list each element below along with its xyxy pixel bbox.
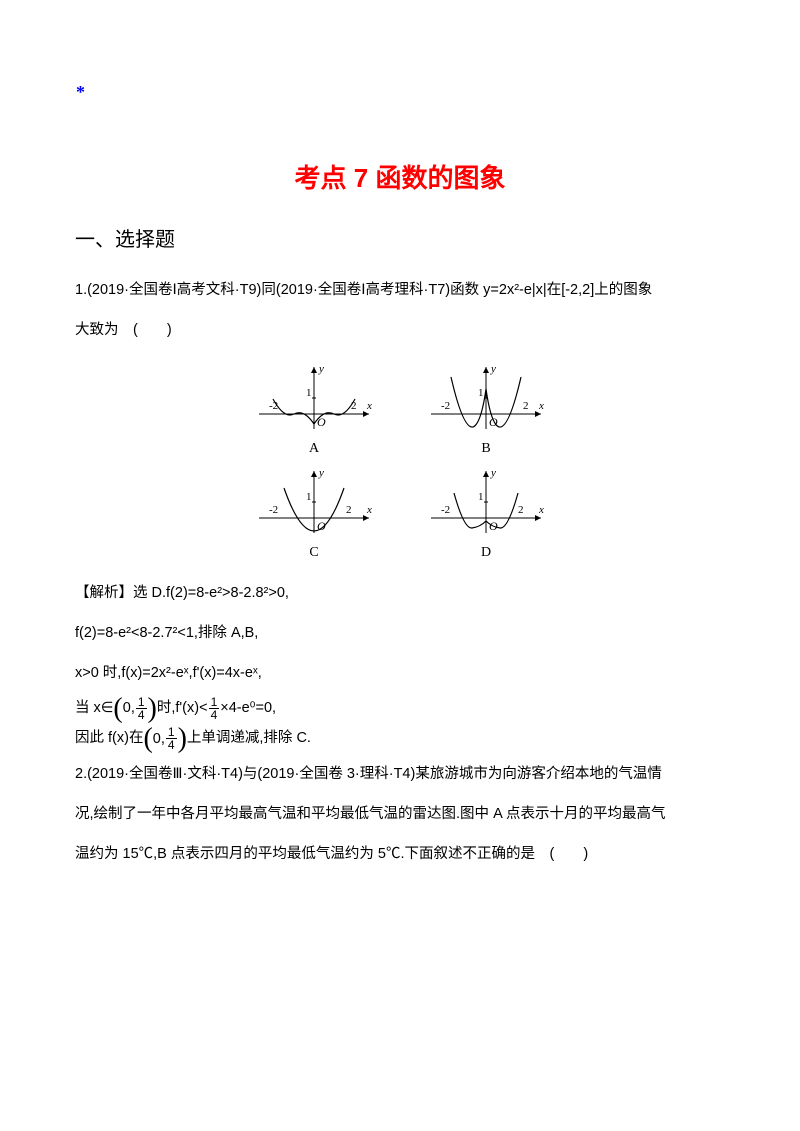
solution-line5: 因此 f(x)在(0,14)上单调递减,排除 C. [75, 725, 725, 751]
section-heading: 一、选择题 [75, 223, 725, 252]
solution-line3: x>0 时,f(x)=2x²-eˣ,f'(x)=4x-eˣ, [75, 655, 725, 691]
graph-a-label: A [309, 441, 319, 457]
solution-line2: f(2)=8-e²<8-2.7²<1,排除 A,B, [75, 615, 725, 651]
svg-text:O: O [489, 415, 498, 429]
svg-text:1: 1 [306, 491, 312, 503]
question2-line2: 况,绘制了一年中各月平均最高气温和平均最低气温的雷达图.图中 A 点表示十月的平… [75, 796, 725, 832]
graph-c: -2 2 1 O y x C [249, 463, 379, 561]
svg-text:-2: -2 [441, 504, 450, 516]
svg-text:-2: -2 [269, 504, 278, 516]
svg-text:1: 1 [306, 387, 312, 399]
svg-text:x: x [366, 504, 372, 516]
svg-text:y: y [490, 363, 496, 375]
solution-line1: 【解析】选 D.f(2)=8-e²>8-2.8²>0, [75, 575, 725, 611]
svg-text:x: x [366, 400, 372, 412]
graph-d: -2 2 1 O y x D [421, 463, 551, 561]
svg-text:1: 1 [478, 387, 484, 399]
svg-text:y: y [318, 363, 324, 375]
svg-text:x: x [538, 504, 544, 516]
header-asterisk: * [76, 82, 85, 103]
svg-text:x: x [538, 400, 544, 412]
svg-text:2: 2 [523, 400, 529, 412]
graph-b-label: B [481, 441, 490, 457]
figure-row-1: -2 2 1 O y x A -2 2 1 O [75, 359, 725, 457]
graph-c-label: C [309, 545, 318, 561]
svg-text:2: 2 [346, 504, 352, 516]
svg-text:y: y [490, 467, 496, 479]
graph-d-label: D [481, 545, 491, 561]
graph-b: -2 2 1 O y x B [421, 359, 551, 457]
figure-row-2: -2 2 1 O y x C -2 2 1 O [75, 463, 725, 561]
svg-text:-2: -2 [441, 400, 450, 412]
question2-line1: 2.(2019·全国卷Ⅲ·文科·T4)与(2019·全国卷 3·理科·T4)某旅… [75, 756, 725, 792]
question1-line1: 1.(2019·全国卷Ⅰ高考文科·T9)同(2019·全国卷Ⅰ高考理科·T7)函… [75, 272, 725, 308]
solution-line4: 当 x∈(0,14)时,f'(x)<14×4-e⁰=0, [75, 695, 725, 721]
graph-a: -2 2 1 O y x A [249, 359, 379, 457]
question1-line2: 大致为 ( ) [75, 312, 725, 348]
svg-text:2: 2 [518, 504, 524, 516]
question2-line3: 温约为 15℃,B 点表示四月的平均最低气温约为 5℃.下面叙述不正确的是 ( … [75, 836, 725, 872]
svg-text:y: y [318, 467, 324, 479]
page-title: 考点 7 函数的图象 [75, 158, 725, 195]
figure-block: -2 2 1 O y x A -2 2 1 O [75, 359, 725, 561]
svg-text:1: 1 [478, 491, 484, 503]
svg-text:O: O [317, 415, 326, 429]
